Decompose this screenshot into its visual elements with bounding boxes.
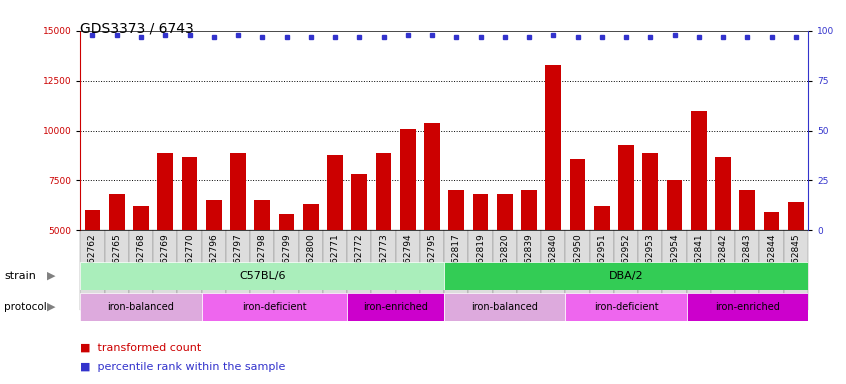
Text: strain: strain	[4, 271, 36, 281]
Bar	[226, 230, 250, 310]
Bar	[473, 194, 488, 330]
Bar	[735, 230, 760, 310]
Bar	[105, 230, 129, 310]
Bar	[497, 194, 513, 330]
Bar	[133, 207, 149, 330]
Bar	[351, 174, 367, 330]
Text: iron-balanced: iron-balanced	[107, 302, 174, 312]
Text: iron-enriched: iron-enriched	[715, 302, 780, 312]
Bar	[546, 65, 561, 330]
Bar	[400, 129, 415, 330]
Bar	[153, 230, 178, 310]
Bar	[469, 230, 492, 310]
Text: ▶: ▶	[47, 302, 55, 312]
Bar	[274, 230, 299, 310]
Bar	[687, 293, 808, 321]
Bar	[323, 230, 347, 310]
Bar	[109, 194, 124, 330]
Bar	[788, 202, 804, 330]
Text: ■  percentile rank within the sample: ■ percentile rank within the sample	[80, 362, 286, 372]
Bar	[255, 200, 270, 330]
Bar	[396, 230, 420, 310]
Bar	[565, 293, 687, 321]
Bar	[517, 230, 541, 310]
Bar	[347, 293, 444, 321]
Bar	[521, 190, 537, 330]
Bar	[371, 230, 396, 310]
Bar	[201, 293, 347, 321]
Bar	[492, 230, 517, 310]
Bar	[565, 230, 590, 310]
Bar	[444, 230, 469, 310]
Bar	[278, 214, 294, 330]
Bar	[376, 152, 392, 330]
Bar	[444, 262, 808, 290]
Bar	[638, 230, 662, 310]
Text: iron-deficient: iron-deficient	[594, 302, 658, 312]
Bar	[614, 230, 638, 310]
Text: GDS3373 / 6743: GDS3373 / 6743	[80, 21, 194, 35]
Bar	[541, 230, 565, 310]
Bar	[299, 230, 323, 310]
Bar	[80, 262, 444, 290]
Bar	[206, 200, 222, 330]
Text: protocol: protocol	[4, 302, 47, 312]
Text: iron-enriched: iron-enriched	[363, 302, 428, 312]
Text: iron-balanced: iron-balanced	[471, 302, 538, 312]
Bar	[80, 293, 201, 321]
Bar	[80, 230, 105, 310]
Bar	[569, 159, 585, 330]
Bar	[691, 111, 706, 330]
Bar	[662, 230, 687, 310]
Bar	[129, 230, 153, 310]
Bar	[303, 204, 319, 330]
Bar	[594, 207, 610, 330]
Bar	[642, 152, 658, 330]
Bar	[178, 230, 201, 310]
Text: C57BL/6: C57BL/6	[239, 271, 285, 281]
Bar	[424, 122, 440, 330]
Bar	[230, 152, 246, 330]
Bar	[448, 190, 464, 330]
Bar	[711, 230, 735, 310]
Text: DBA/2: DBA/2	[609, 271, 643, 281]
Bar	[667, 180, 683, 330]
Bar	[420, 230, 444, 310]
Text: ■  transformed count: ■ transformed count	[80, 343, 201, 353]
Bar	[250, 230, 274, 310]
Text: ▶: ▶	[47, 271, 55, 281]
Bar	[760, 230, 783, 310]
Bar	[347, 230, 371, 310]
Bar	[590, 230, 614, 310]
Bar	[85, 210, 101, 330]
Bar	[182, 157, 197, 330]
Bar	[783, 230, 808, 310]
Bar	[444, 293, 565, 321]
Bar	[739, 190, 755, 330]
Text: iron-deficient: iron-deficient	[242, 302, 307, 312]
Bar	[687, 230, 711, 310]
Bar	[715, 157, 731, 330]
Bar	[157, 152, 173, 330]
Bar	[201, 230, 226, 310]
Bar	[764, 212, 779, 330]
Bar	[327, 154, 343, 330]
Bar	[618, 144, 634, 330]
